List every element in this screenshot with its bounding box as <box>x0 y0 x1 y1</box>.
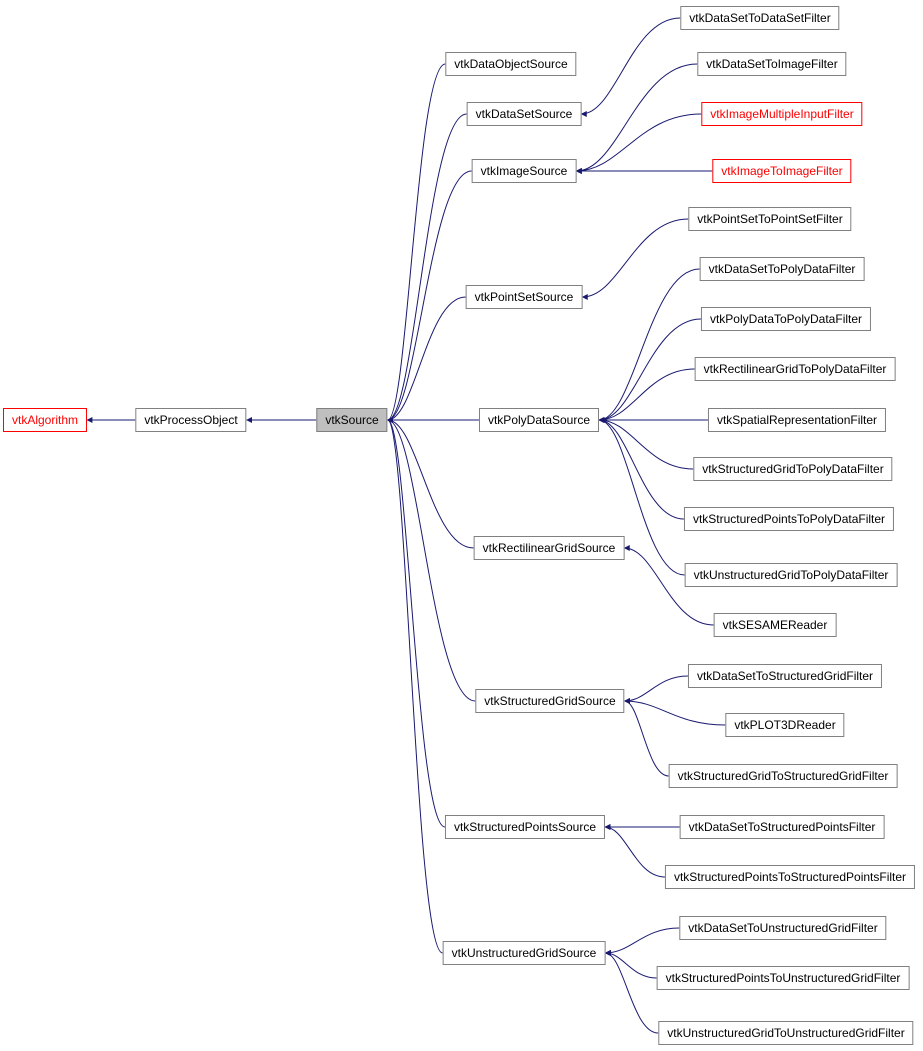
class-node-vtkStructuredGridToStructuredGridFilter[interactable]: vtkStructuredGridToStructuredGridFilter <box>669 764 898 788</box>
class-node-vtkDataSetToPolyDataFilter[interactable]: vtkDataSetToPolyDataFilter <box>700 257 865 281</box>
inheritance-edge <box>581 18 680 114</box>
class-node-vtkPointSetSource[interactable]: vtkPointSetSource <box>466 285 583 309</box>
class-node-vtkProcessObject[interactable]: vtkProcessObject <box>135 408 246 432</box>
class-node-vtkDataSetToStructuredGridFilter[interactable]: vtkDataSetToStructuredGridFilter <box>688 664 882 688</box>
inheritance-edge <box>388 420 445 827</box>
class-node-vtkUnstructuredGridToPolyDataFilter[interactable]: vtkUnstructuredGridToPolyDataFilter <box>685 563 898 587</box>
inheritance-edge <box>605 953 656 978</box>
class-node-vtkSESAMEReader[interactable]: vtkSESAMEReader <box>714 613 837 637</box>
inheritance-edge <box>625 701 726 725</box>
inheritance-edge <box>599 369 695 420</box>
class-node-vtkAlgorithm[interactable]: vtkAlgorithm <box>3 408 87 432</box>
inheritance-edge <box>388 420 476 701</box>
class-node-vtkStructuredGridToPolyDataFilter[interactable]: vtkStructuredGridToPolyDataFilter <box>693 457 892 481</box>
class-node-vtkStructuredPointsSource[interactable]: vtkStructuredPointsSource <box>445 815 605 839</box>
class-node-vtkPolyDataToPolyDataFilter[interactable]: vtkPolyDataToPolyDataFilter <box>701 307 871 331</box>
inheritance-edge <box>605 953 658 1033</box>
inheritance-edge <box>599 420 693 469</box>
inheritance-edge <box>605 928 679 953</box>
inheritance-edge <box>582 219 688 297</box>
inheritance-edge <box>599 319 701 420</box>
class-node-vtkStructuredPointsToStructuredPointsFilter[interactable]: vtkStructuredPointsToStructuredPointsFil… <box>665 865 915 889</box>
inheritance-edge <box>388 171 472 420</box>
inheritance-edge <box>625 701 669 776</box>
class-node-vtkDataSetToDataSetFilter[interactable]: vtkDataSetToDataSetFilter <box>680 6 839 30</box>
inheritance-edge <box>576 64 697 171</box>
inheritance-edge <box>388 297 466 420</box>
class-node-vtkRectilinearGridToPolyDataFilter[interactable]: vtkRectilinearGridToPolyDataFilter <box>695 357 896 381</box>
class-node-vtkDataSetToImageFilter[interactable]: vtkDataSetToImageFilter <box>697 52 846 76</box>
inheritance-edge <box>388 64 446 420</box>
class-node-vtkImageToImageFilter[interactable]: vtkImageToImageFilter <box>712 159 851 183</box>
inheritance-edge <box>599 269 700 420</box>
inheritance-edge <box>625 676 688 701</box>
class-node-vtkRectilinearGridSource[interactable]: vtkRectilinearGridSource <box>474 536 625 560</box>
class-node-vtkPolyDataSource[interactable]: vtkPolyDataSource <box>479 408 599 432</box>
inheritance-edge <box>388 420 474 548</box>
class-node-vtkDataObjectSource[interactable]: vtkDataObjectSource <box>445 52 576 76</box>
class-node-vtkPointSetToPointSetFilter[interactable]: vtkPointSetToPointSetFilter <box>688 207 851 231</box>
inheritance-edge <box>388 420 443 953</box>
inheritance-edge <box>605 827 665 877</box>
class-node-vtkUnstructuredGridSource[interactable]: vtkUnstructuredGridSource <box>443 941 606 965</box>
class-node-vtkSource[interactable]: vtkSource <box>316 408 387 432</box>
inheritance-edge <box>388 114 467 420</box>
class-node-vtkStructuredPointsToUnstructuredGridFilter[interactable]: vtkStructuredPointsToUnstructuredGridFil… <box>657 966 910 990</box>
class-node-vtkDataSetToStructuredPointsFilter[interactable]: vtkDataSetToStructuredPointsFilter <box>680 815 885 839</box>
inheritance-edge <box>576 114 701 171</box>
class-node-vtkSpatialRepresentationFilter[interactable]: vtkSpatialRepresentationFilter <box>708 408 886 432</box>
class-node-vtkStructuredGridSource[interactable]: vtkStructuredGridSource <box>475 689 624 713</box>
class-node-vtkDataSetSource[interactable]: vtkDataSetSource <box>467 102 582 126</box>
class-node-vtkImageMultipleInputFilter[interactable]: vtkImageMultipleInputFilter <box>701 102 862 126</box>
class-inheritance-diagram: vtkAlgorithm vtkProcessObject vtkSource vtk… <box>0 0 923 1051</box>
class-node-vtkDataSetToUnstructuredGridFilter[interactable]: vtkDataSetToUnstructuredGridFilter <box>679 916 886 940</box>
class-node-vtkImageSource[interactable]: vtkImageSource <box>472 159 577 183</box>
class-node-vtkUnstructuredGridToUnstructuredGridFilter[interactable]: vtkUnstructuredGridToUnstructuredGridFil… <box>658 1021 913 1045</box>
class-node-vtkPLOT3DReader[interactable]: vtkPLOT3DReader <box>725 713 844 737</box>
class-node-vtkStructuredPointsToPolyDataFilter[interactable]: vtkStructuredPointsToPolyDataFilter <box>684 507 894 531</box>
inheritance-edge <box>599 420 684 519</box>
